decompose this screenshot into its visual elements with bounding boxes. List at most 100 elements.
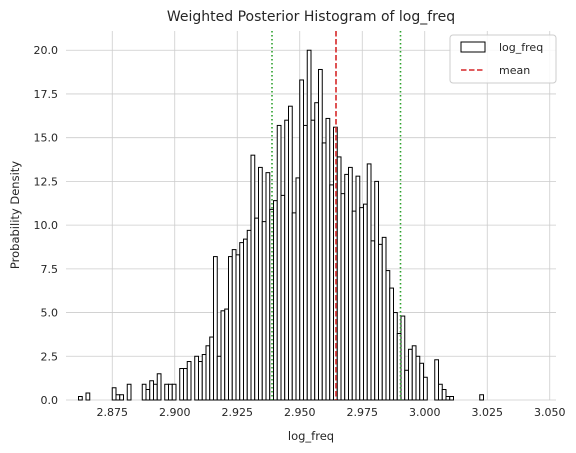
legend: log_freq mean	[449, 34, 557, 84]
histogram-bar	[179, 368, 184, 401]
x-tick-label: 2.975	[347, 406, 379, 419]
histogram-bar	[363, 203, 368, 401]
histogram-bar	[321, 142, 327, 401]
histogram-bar	[224, 308, 229, 401]
histogram-bar	[438, 383, 443, 401]
histogram-bar	[205, 345, 211, 401]
histogram-bar	[168, 383, 173, 401]
histogram-bar	[303, 124, 308, 401]
histogram-bar	[213, 256, 218, 401]
x-tick-label: 3.000	[409, 406, 441, 419]
histogram-bar	[314, 102, 319, 401]
histogram-bar	[183, 368, 188, 401]
legend-label-mean: mean	[499, 64, 530, 77]
y-tick-label: 2.5	[41, 350, 59, 363]
y-tick-label: 7.5	[41, 263, 59, 276]
histogram-bar	[378, 243, 383, 401]
histogram-bar	[85, 392, 91, 401]
histogram-bar	[156, 373, 162, 401]
histogram-bar	[78, 396, 83, 401]
histogram-bar	[355, 175, 361, 401]
histogram-bar	[194, 355, 199, 401]
y-tick-label: 17.5	[34, 88, 59, 101]
histogram-bar	[198, 361, 203, 401]
y-axis-ticks: 0.0 2.5 5.0 7.5 10.0 12.5 15.0 17.5 20.0	[34, 44, 59, 407]
histogram-bar	[415, 355, 421, 401]
y-tick-label: 5.0	[41, 307, 59, 320]
legend-patch-histogram	[460, 41, 486, 53]
x-tick-label: 3.050	[534, 406, 566, 419]
histogram-bar	[325, 117, 331, 401]
chart-title: Weighted Posterior Histogram of log_freq	[167, 9, 455, 25]
histogram-bar	[235, 254, 241, 401]
histogram-bar	[119, 394, 124, 401]
histogram-bar	[265, 172, 271, 401]
legend-label-histogram: log_freq	[499, 41, 543, 54]
histogram-bar	[288, 105, 293, 401]
x-tick-label: 2.900	[159, 406, 191, 419]
reference-lines	[271, 31, 402, 400]
histogram-bar	[411, 345, 417, 401]
histogram-bar	[276, 124, 282, 401]
histogram-bar	[449, 396, 454, 401]
histogram-bar	[359, 207, 364, 401]
histogram-bar	[171, 383, 177, 401]
histogram-bar	[329, 184, 334, 401]
histogram-bar	[445, 396, 451, 401]
histogram-bar	[441, 389, 447, 401]
histogram-bar	[209, 336, 214, 401]
histogram-bar	[141, 383, 147, 401]
histogram-bar	[280, 194, 286, 401]
x-tick-label: 3.025	[472, 406, 504, 419]
histogram-bar	[393, 312, 398, 401]
histogram-bar	[295, 177, 301, 401]
histogram-bar	[261, 221, 267, 401]
histogram-bar	[374, 180, 379, 401]
x-tick-label: 2.925	[222, 406, 254, 419]
histogram-bar	[164, 383, 169, 401]
histogram-bar	[239, 242, 244, 401]
histogram-bar	[258, 166, 263, 401]
y-axis-label: Probability Density	[8, 161, 22, 269]
y-tick-label: 10.0	[34, 219, 59, 232]
histogram-bar	[231, 249, 237, 401]
histogram-bar	[111, 387, 117, 401]
histogram-bar	[228, 256, 233, 401]
y-tick-label: 12.5	[34, 175, 59, 188]
histogram-bar	[186, 361, 192, 401]
histogram-bar	[340, 193, 346, 401]
histogram-bar	[291, 212, 297, 401]
histogram-bar	[404, 369, 409, 401]
y-tick-label: 20.0	[34, 44, 59, 57]
histogram-bar	[310, 119, 316, 401]
histogram-bar	[318, 68, 323, 401]
histogram-bar	[243, 238, 248, 401]
histogram-bar	[201, 354, 207, 401]
histogram-bar	[299, 79, 304, 401]
histogram-bar	[385, 270, 391, 401]
histogram-bar	[250, 154, 256, 401]
y-tick-label: 0.0	[41, 394, 59, 407]
histogram-bar	[479, 394, 484, 401]
histogram-bar	[419, 362, 424, 401]
x-tick-label: 2.950	[284, 406, 316, 419]
histogram-bar	[423, 376, 428, 401]
histogram-bar	[344, 173, 349, 401]
histogram-bar	[336, 156, 342, 401]
histogram-bar	[434, 359, 439, 401]
histogram-bar	[370, 240, 376, 401]
histogram-bar	[351, 210, 357, 401]
histogram-bar	[220, 310, 226, 401]
x-tick-label: 2.875	[97, 406, 129, 419]
histogram-bar	[284, 119, 289, 401]
histogram-bar	[400, 315, 406, 401]
histogram-bar	[115, 394, 121, 401]
histogram-bars	[78, 49, 484, 401]
histogram-bar	[246, 229, 252, 401]
histogram-bar	[126, 383, 132, 401]
histogram-bar	[254, 217, 259, 401]
x-axis-ticks: 2.875 2.900 2.925 2.950 2.975 3.000 3.025 3.050	[97, 406, 566, 419]
x-axis-label: log_freq	[288, 429, 334, 443]
histogram-bar	[381, 236, 387, 401]
